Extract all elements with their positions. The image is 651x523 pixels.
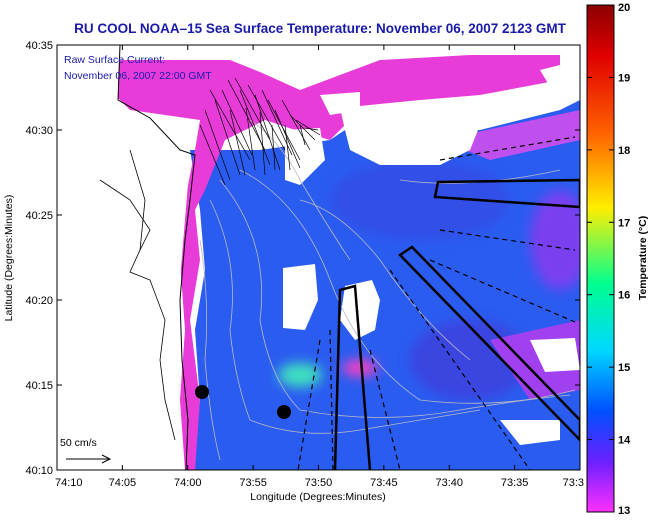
y-tick-label: 40:15	[25, 380, 53, 392]
x-tick-label: 73:45	[370, 477, 398, 489]
colorbar-tick-label: 13	[618, 505, 630, 517]
colorbar-tick-label: 15	[618, 362, 630, 374]
x-tick-label: 74:05	[109, 477, 137, 489]
x-tick-label: 74:10	[55, 477, 83, 489]
y-tick-label: 40:20	[25, 295, 53, 307]
station-dot-2	[277, 405, 291, 419]
colorbar-tick-label: 20	[618, 2, 630, 14]
colorbar-tick-label: 19	[618, 72, 630, 84]
colorbar-tick-label: 17	[618, 217, 630, 229]
x-tick-label: 73:55	[239, 477, 267, 489]
y-tick-label: 40:10	[25, 465, 53, 477]
sst-map: RU COOL NOAA–15 Sea Surface Temperature:…	[0, 0, 651, 518]
scale-label: 50 cm/s	[60, 437, 97, 449]
y-tick-label: 40:35	[25, 40, 53, 52]
y-axis-label: Latitude (Degrees:Minutes)	[3, 195, 15, 322]
x-tick-label: 73:3	[563, 477, 584, 489]
annotation-current-label: Raw Surface Current:	[64, 54, 165, 66]
colorbar-label: Temperature (°C)	[637, 216, 649, 301]
colorbar-tick-label: 18	[618, 145, 630, 157]
y-tick-label: 40:25	[25, 210, 53, 222]
x-tick-label: 73:50	[305, 477, 333, 489]
x-tick-label: 73:40	[435, 477, 463, 489]
map-title: RU COOL NOAA–15 Sea Surface Temperature:…	[74, 21, 566, 36]
cloud-patch-2	[340, 100, 480, 165]
x-tick-label: 73:35	[501, 477, 529, 489]
plot-area: Raw Surface Current: November 06, 2007 2…	[57, 45, 590, 470]
station-dot-1	[195, 385, 209, 399]
y-tick-label: 40:30	[25, 125, 53, 137]
x-tick-label: 74:00	[174, 477, 202, 489]
annotation-current-date: November 06, 2007 22:00 GMT	[64, 70, 212, 82]
colorbar: 20 19 18 17 16 15 14 13 Temperature (°C)	[587, 2, 649, 517]
x-axis-label: Longitude (Degrees:Minutes)	[250, 491, 385, 503]
colorbar-tick-label: 14	[618, 435, 631, 447]
colorbar-gradient	[587, 5, 614, 512]
colorbar-tick-label: 16	[618, 290, 630, 302]
